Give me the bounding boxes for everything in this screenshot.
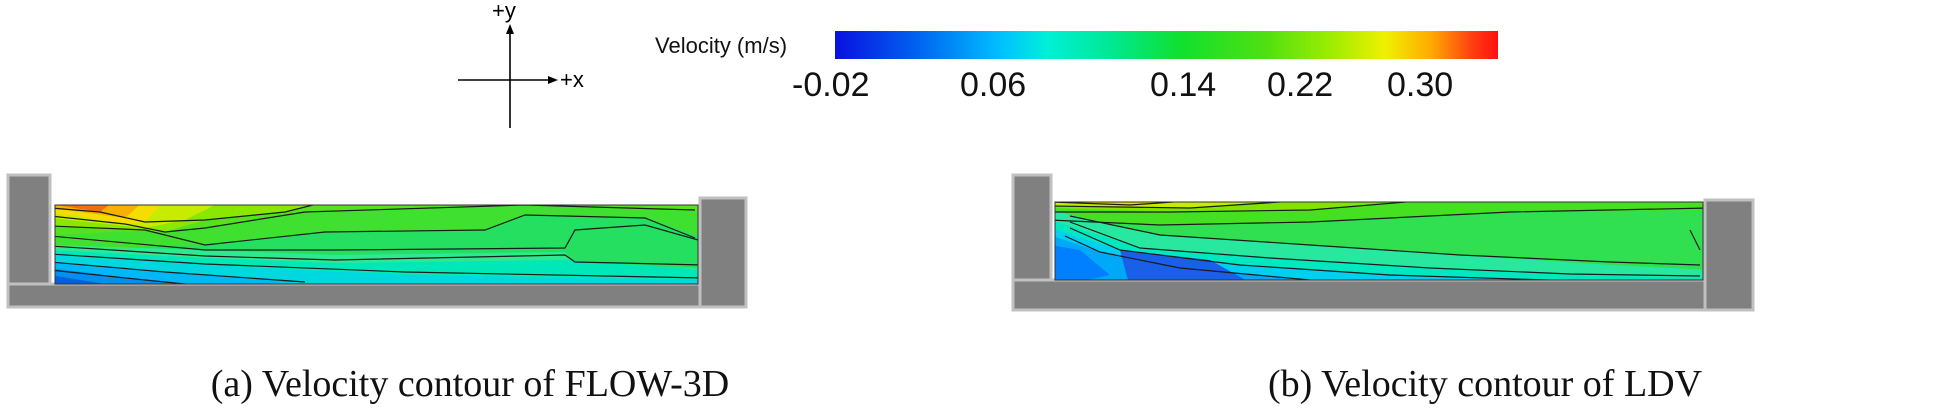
flow3d-contour-panel — [6, 173, 748, 309]
channel-walls — [6, 173, 748, 309]
axes-indicator: +y +x — [458, 0, 584, 128]
y-axis-arrow-icon — [506, 24, 514, 34]
color-scale-tick: 0.06 — [960, 66, 1027, 104]
x-axis-arrow-icon — [548, 76, 558, 84]
color-scale-tick: 0.30 — [1387, 66, 1454, 104]
x-axis-label: +x — [560, 67, 584, 92]
color-scale-tick: -0.02 — [792, 66, 870, 104]
color-scale-bar — [835, 31, 1498, 59]
contour-field — [1055, 202, 1703, 280]
contour-lines — [1055, 202, 1703, 280]
color-scale-title: Velocity (m/s) — [655, 33, 788, 58]
y-axis-label: +y — [492, 0, 516, 23]
panel-b-caption: (b) Velocity contour of LDV — [1267, 363, 1703, 405]
ldv-contour-panel — [1011, 173, 1755, 312]
panel-a-caption: (a) Velocity contour of FLOW-3D — [210, 363, 730, 405]
contour-lines — [55, 205, 698, 284]
color-scale-tick: 0.22 — [1267, 66, 1334, 104]
color-scale-tick: 0.14 — [1150, 66, 1217, 104]
